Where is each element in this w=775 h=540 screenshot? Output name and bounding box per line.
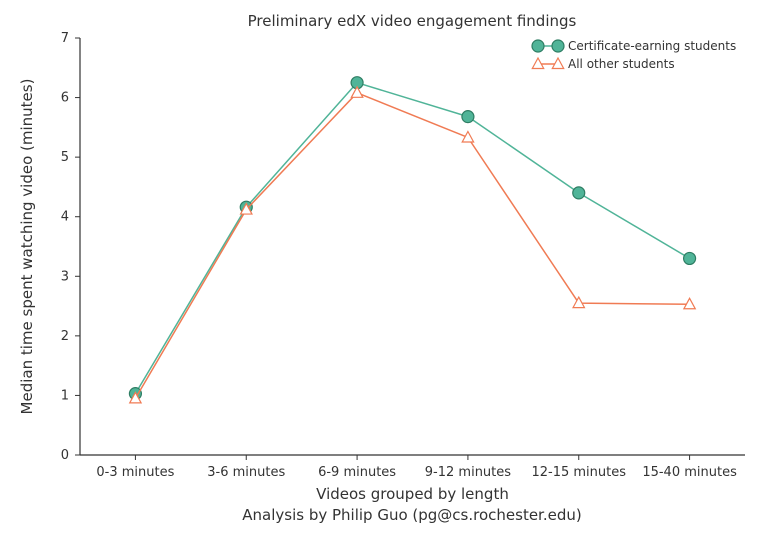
chart-caption: Analysis by Philip Guo (pg@cs.rochester.…	[242, 506, 581, 524]
data-point	[462, 111, 474, 123]
data-point	[532, 40, 544, 52]
y-tick-label: 5	[61, 150, 69, 165]
x-tick-label: 15-40 minutes	[642, 465, 737, 480]
legend-label: All other students	[568, 57, 675, 71]
x-tick-label: 6-9 minutes	[318, 465, 396, 480]
data-point	[684, 252, 696, 264]
x-tick-label: 12-15 minutes	[531, 465, 626, 480]
x-tick-label: 0-3 minutes	[96, 465, 174, 480]
data-point	[573, 187, 585, 199]
y-axis-label: Median time spent watching video (minute…	[18, 79, 36, 415]
y-tick-label: 0	[61, 448, 69, 463]
x-tick-label: 3-6 minutes	[207, 465, 285, 480]
chart-title: Preliminary edX video engagement finding…	[248, 12, 577, 30]
y-tick-label: 7	[61, 31, 69, 46]
line-chart: Preliminary edX video engagement finding…	[0, 0, 775, 540]
y-tick-label: 3	[61, 269, 69, 284]
chart-container: Preliminary edX video engagement finding…	[0, 0, 775, 540]
x-tick-label: 9-12 minutes	[425, 465, 511, 480]
y-tick-label: 2	[61, 329, 69, 344]
y-tick-label: 6	[61, 91, 69, 106]
x-axis-label: Videos grouped by length	[316, 485, 509, 503]
legend-label: Certificate-earning students	[568, 39, 736, 53]
data-point	[552, 40, 564, 52]
y-tick-label: 1	[61, 388, 69, 403]
y-tick-label: 4	[61, 210, 69, 225]
